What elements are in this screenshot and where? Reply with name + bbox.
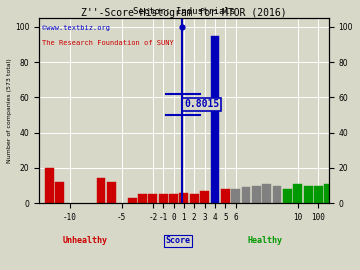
Bar: [345, 141, 354, 203]
Text: Unhealthy: Unhealthy: [63, 237, 108, 245]
Title: Z''-Score Histogram for MTOR (2016): Z''-Score Histogram for MTOR (2016): [81, 8, 287, 18]
Bar: [324, 184, 333, 203]
Text: 0.8015: 0.8015: [184, 99, 219, 109]
Bar: [252, 185, 261, 203]
Text: The Research Foundation of SUNY: The Research Foundation of SUNY: [42, 40, 174, 46]
Text: Healthy: Healthy: [248, 237, 283, 245]
Bar: [200, 191, 209, 203]
Bar: [273, 185, 282, 203]
Bar: [159, 194, 168, 203]
Text: ©www.textbiz.org: ©www.textbiz.org: [42, 25, 110, 31]
Y-axis label: Number of companies (573 total): Number of companies (573 total): [7, 58, 12, 163]
Bar: [283, 189, 292, 203]
Bar: [304, 185, 312, 203]
Bar: [180, 193, 188, 203]
Bar: [221, 189, 230, 203]
Bar: [97, 178, 105, 203]
Bar: [211, 36, 219, 203]
Text: Sector: Industrials: Sector: Industrials: [133, 7, 235, 16]
Bar: [128, 198, 136, 203]
Bar: [314, 185, 323, 203]
Bar: [293, 184, 302, 203]
Bar: [231, 189, 240, 203]
Bar: [190, 194, 199, 203]
Bar: [45, 168, 54, 203]
Text: Score: Score: [166, 237, 190, 245]
Bar: [242, 187, 251, 203]
Bar: [138, 194, 147, 203]
Bar: [169, 194, 178, 203]
Bar: [335, 185, 343, 203]
Bar: [107, 182, 116, 203]
Bar: [355, 187, 360, 203]
Bar: [148, 194, 157, 203]
Bar: [55, 182, 64, 203]
Bar: [262, 184, 271, 203]
